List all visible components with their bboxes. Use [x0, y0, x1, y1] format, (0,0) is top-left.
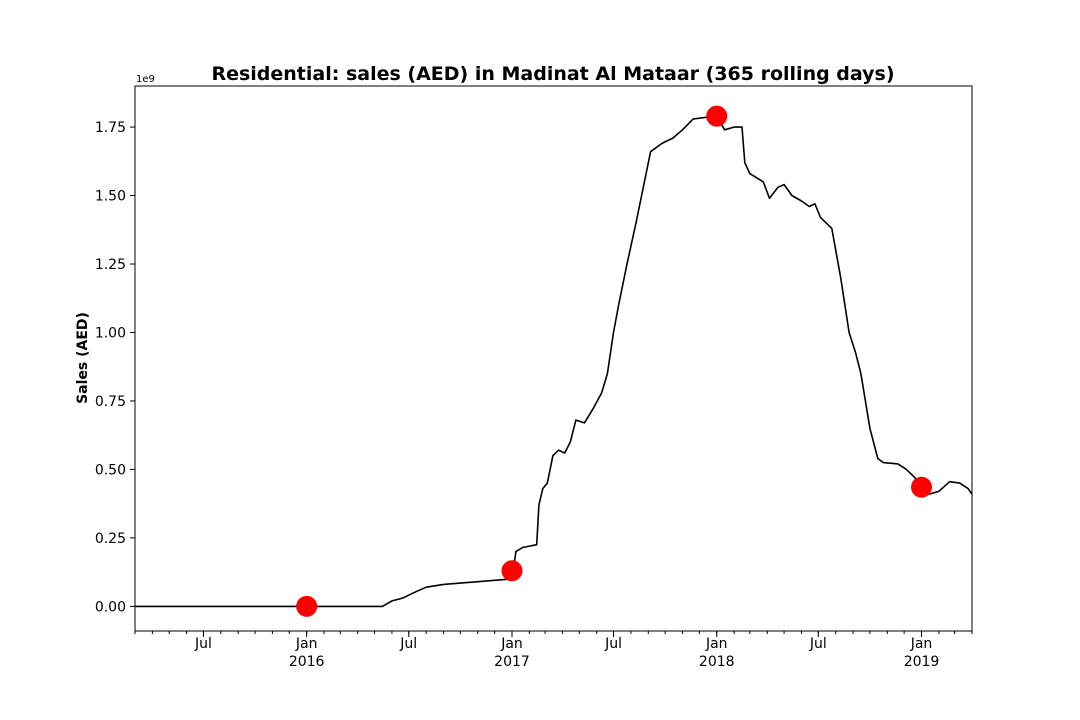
- x-tick-label: Jan: [500, 636, 523, 652]
- data-marker: [911, 476, 933, 498]
- x-tick-year-label: 2019: [904, 654, 940, 670]
- x-tick-label: Jan: [295, 636, 318, 652]
- x-tick-label: Jul: [809, 636, 827, 652]
- y-tick-label: 0.00: [95, 599, 126, 615]
- y-tick-label: 1.00: [95, 325, 126, 341]
- y-tick-label: 0.75: [95, 394, 126, 410]
- data-marker: [706, 105, 728, 127]
- y-axis-label: Sales (AED): [75, 312, 91, 404]
- x-tick-year-label: 2017: [494, 654, 530, 670]
- x-tick-label: Jan: [910, 636, 933, 652]
- y-tick-label: 1.25: [95, 257, 126, 273]
- x-tick-label: Jul: [399, 636, 417, 652]
- plot-layer: 0.00 0.25 0.50 0.75 1.00 1.25 1.50 1.75 Jul Jan 20…: [95, 105, 973, 670]
- plot-frame: [134, 85, 973, 632]
- x-tick-year-label: 2016: [289, 654, 325, 670]
- x-tick-label: Jan: [705, 636, 728, 652]
- y-tick-label: 0.25: [95, 531, 126, 547]
- x-tick-year-label: 2018: [699, 654, 735, 670]
- y-tick-label: 1.50: [95, 189, 126, 205]
- data-marker: [501, 560, 523, 582]
- y-axis-offset-label: 1e9: [136, 74, 155, 85]
- x-tick-label: Jul: [194, 636, 212, 652]
- y-tick-label: 1.75: [95, 120, 126, 136]
- x-tick-label: Jul: [604, 636, 622, 652]
- data-marker: [296, 595, 318, 617]
- y-tick-label: 0.50: [95, 462, 126, 478]
- chart-title: Residential: sales (AED) in Madinat Al M…: [211, 63, 894, 85]
- series-line: [135, 115, 973, 608]
